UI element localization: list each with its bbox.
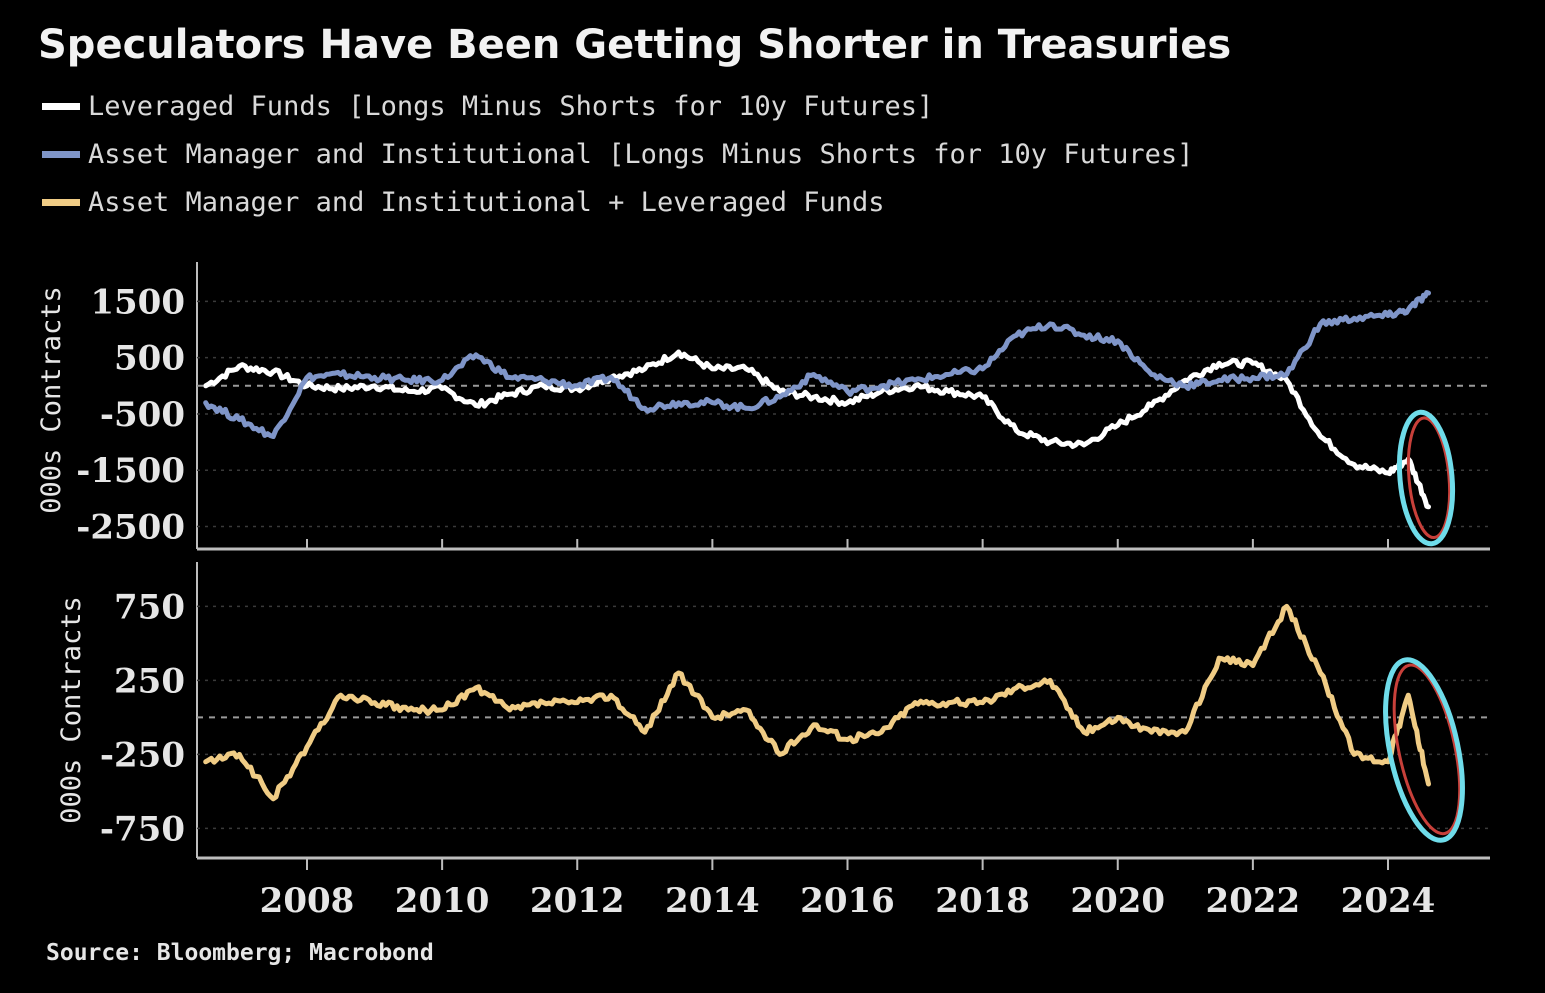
y-tick-label: 500 <box>114 339 185 379</box>
series-line-asset-2 <box>203 290 1431 439</box>
legend-item-leveraged-funds: Leveraged Funds [Longs Minus Shorts for … <box>42 82 1193 130</box>
legend-item-asset-manager: Asset Manager and Institutional [Longs M… <box>42 130 1193 178</box>
y-tick-label: -2500 <box>76 507 185 547</box>
highlight-ring-ellipse <box>1383 657 1465 843</box>
x-tick-label: 2012 <box>530 881 625 921</box>
chart-title: Speculators Have Been Getting Shorter in… <box>38 22 1232 68</box>
x-tick-label: 2016 <box>800 881 895 921</box>
x-tick-label: 2022 <box>1206 881 1301 921</box>
y-axis-label: 000s Contracts <box>56 596 87 824</box>
y-tick-label: -1500 <box>76 451 185 491</box>
x-tick-label: 2010 <box>395 881 490 921</box>
legend-label-asset-manager: Asset Manager and Institutional [Longs M… <box>88 138 1194 170</box>
x-tick-label: 2014 <box>665 881 760 921</box>
highlight-inner-ellipse <box>1406 416 1452 540</box>
x-tick-label: 2008 <box>260 881 355 921</box>
legend-label-leveraged-funds: Leveraged Funds [Longs Minus Shorts for … <box>88 90 934 122</box>
highlight-ring-ellipse <box>1396 409 1456 547</box>
legend: Leveraged Funds [Longs Minus Shorts for … <box>42 82 1193 226</box>
y-tick-label: -500 <box>100 395 185 435</box>
y-tick-label: -250 <box>100 735 185 775</box>
legend-swatch-combined <box>42 198 80 206</box>
y-tick-label: 250 <box>114 661 185 701</box>
legend-swatch-asset-manager <box>42 150 80 158</box>
x-tick-label: 2020 <box>1070 881 1165 921</box>
series-line-leveraged-1 <box>203 349 1431 510</box>
source-note: Source: Bloomberg; Macrobond <box>46 940 434 966</box>
x-tick-label: 2024 <box>1341 881 1436 921</box>
series-line-asset-1 <box>203 603 1431 802</box>
legend-swatch-leveraged-funds <box>42 102 80 110</box>
y-tick-label: 750 <box>114 587 185 627</box>
highlight-inner-ellipse <box>1392 663 1462 836</box>
y-axis-label: 000s Contracts <box>36 286 67 514</box>
y-tick-label: 1500 <box>90 282 185 322</box>
y-tick-label: -750 <box>100 809 185 849</box>
legend-label-combined: Asset Manager and Institutional + Levera… <box>88 186 885 218</box>
x-tick-label: 2018 <box>935 881 1030 921</box>
legend-item-combined: Asset Manager and Institutional + Levera… <box>42 178 1193 226</box>
